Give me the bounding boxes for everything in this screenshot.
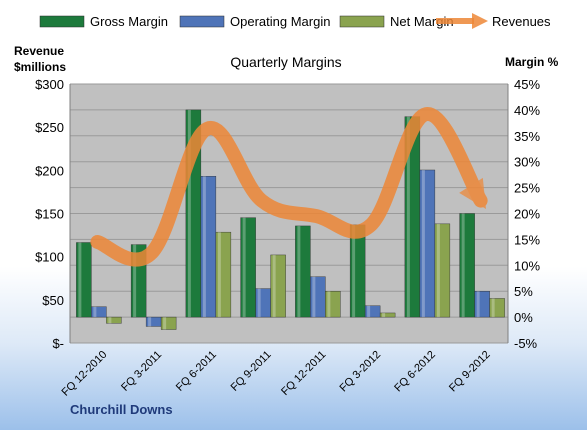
bar-highlight bbox=[461, 213, 465, 318]
bar bbox=[434, 223, 451, 318]
bar-highlight bbox=[78, 242, 82, 318]
legend-label: Operating Margin bbox=[230, 14, 330, 29]
left-tick-label: $200 bbox=[35, 163, 64, 178]
bar bbox=[270, 254, 286, 318]
bar-highlight bbox=[327, 291, 331, 318]
bar-highlight bbox=[187, 109, 191, 318]
bar-highlight bbox=[148, 317, 152, 327]
left-tick-label: $100 bbox=[35, 250, 64, 265]
bar bbox=[295, 225, 311, 318]
legend-swatch bbox=[339, 15, 385, 28]
bar-highlight bbox=[217, 232, 221, 318]
bar-highlight bbox=[257, 288, 261, 318]
bar-highlight bbox=[272, 254, 276, 318]
right-tick-label: 15% bbox=[514, 232, 540, 247]
bar bbox=[459, 213, 475, 318]
right-tick-label: 25% bbox=[514, 181, 540, 196]
bar-highlight bbox=[108, 317, 112, 324]
bar-highlight bbox=[436, 223, 440, 318]
bar-highlight bbox=[491, 298, 495, 318]
left-axis-label: Revenue $millions bbox=[14, 44, 66, 74]
category-label: FQ 6-2011 bbox=[174, 349, 219, 394]
legend-swatch bbox=[179, 15, 225, 28]
right-tick-label: 10% bbox=[514, 258, 540, 273]
right-tick-label: 35% bbox=[514, 129, 540, 144]
category-label: FQ 12-2011 bbox=[279, 349, 328, 398]
bar bbox=[379, 312, 396, 318]
right-tick-label: -5% bbox=[514, 336, 538, 351]
bar-highlight bbox=[312, 276, 316, 318]
bar-highlight bbox=[297, 225, 301, 318]
right-axis-label: Margin % bbox=[505, 55, 559, 69]
bar bbox=[325, 291, 341, 318]
legend-swatch bbox=[39, 15, 85, 28]
bar-highlight bbox=[163, 317, 167, 330]
bar bbox=[364, 305, 381, 318]
legend-label: Gross Margin bbox=[90, 14, 168, 29]
bar bbox=[160, 316, 177, 330]
category-label: FQ 6-2012 bbox=[392, 349, 438, 395]
legend-label: Revenues bbox=[492, 14, 551, 29]
chart-title: Quarterly Margins bbox=[230, 54, 341, 70]
legend-label: Net Margin bbox=[390, 14, 454, 29]
bar bbox=[91, 306, 107, 318]
left-tick-label: $- bbox=[52, 336, 64, 351]
category-label: FQ 9-2011 bbox=[229, 349, 274, 394]
category-label: FQ 3-2012 bbox=[338, 349, 384, 395]
right-tick-label: 30% bbox=[514, 155, 540, 170]
bar bbox=[106, 316, 122, 324]
bar-highlight bbox=[476, 291, 480, 318]
right-tick-label: 40% bbox=[514, 103, 540, 118]
bar bbox=[240, 217, 256, 318]
bar-highlight bbox=[202, 176, 206, 318]
left-tick-label: $50 bbox=[42, 293, 64, 308]
category-label: FQ 3-2011 bbox=[119, 349, 164, 394]
revenues-line-group bbox=[90, 107, 488, 267]
legend: Gross Margin Operating Margin Net Margin Re… bbox=[39, 13, 551, 29]
category-label: FQ 12-2010 bbox=[60, 349, 110, 399]
bar bbox=[489, 298, 505, 318]
company-name: Churchill Downs bbox=[70, 402, 173, 417]
bar-highlight bbox=[382, 312, 386, 318]
right-tick-label: 0% bbox=[514, 310, 533, 325]
bar-highlight bbox=[133, 244, 137, 318]
bar-highlight bbox=[367, 305, 371, 318]
bar bbox=[215, 231, 232, 318]
right-tick-label: 45% bbox=[514, 77, 540, 92]
left-tick-label: $250 bbox=[35, 120, 64, 135]
left-tick-label: $300 bbox=[35, 77, 64, 92]
bar-highlight bbox=[421, 169, 425, 318]
bar-highlight bbox=[93, 306, 97, 318]
legend-arrow-icon bbox=[472, 13, 488, 29]
bar-highlight bbox=[406, 116, 410, 318]
bar-highlight bbox=[352, 224, 356, 318]
category-label: FQ 9-2012 bbox=[447, 349, 493, 395]
revenues-line bbox=[90, 107, 488, 267]
bar-highlight bbox=[242, 217, 246, 318]
left-tick-label: $150 bbox=[35, 207, 64, 222]
bar bbox=[76, 242, 92, 318]
right-tick-label: 5% bbox=[514, 284, 533, 299]
bar-series-group bbox=[76, 109, 505, 330]
right-tick-label: 20% bbox=[514, 207, 540, 222]
